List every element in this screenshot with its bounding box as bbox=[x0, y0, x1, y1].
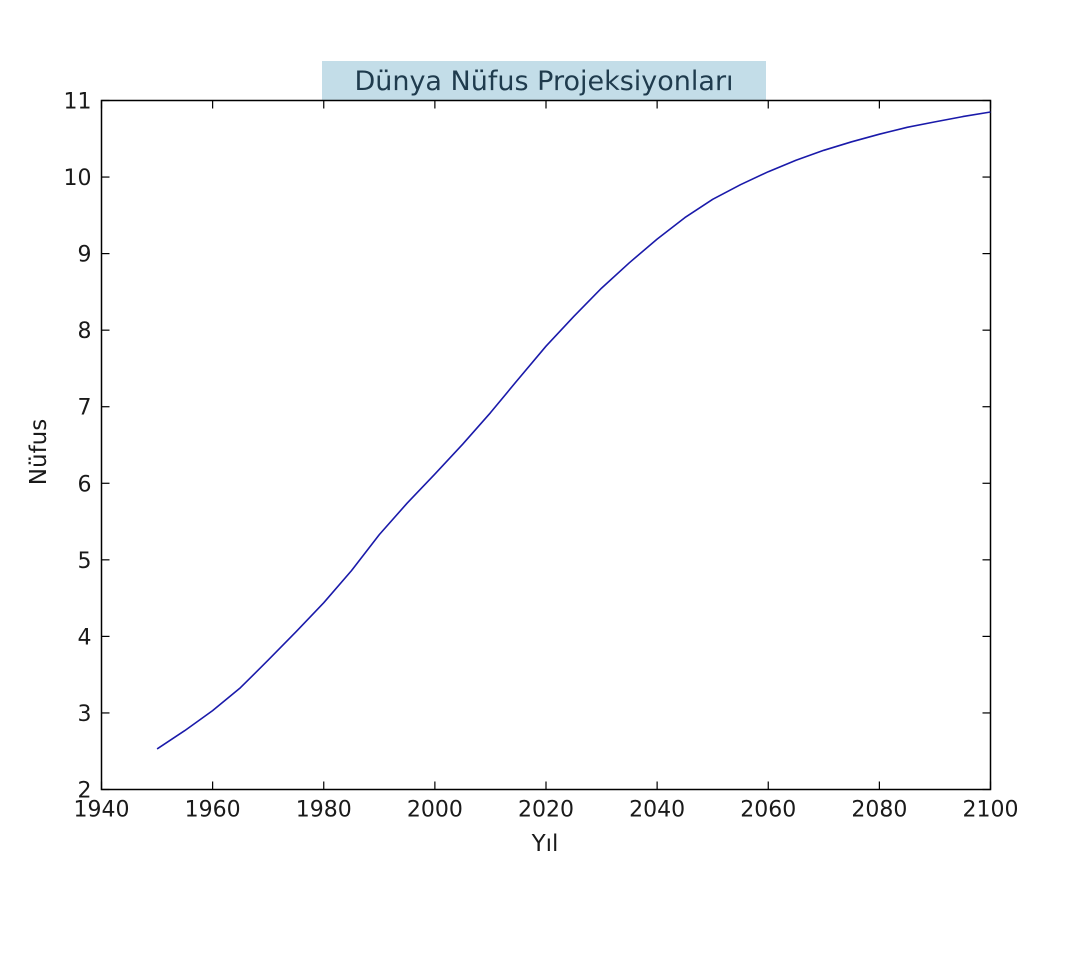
y-tick-label: 2 bbox=[78, 779, 92, 804]
x-tick-label: 1940 bbox=[74, 798, 130, 823]
x-tick-label: 1980 bbox=[296, 798, 352, 823]
y-tick-label: 7 bbox=[78, 396, 92, 421]
y-tick-label: 6 bbox=[78, 472, 92, 497]
y-tick-label: 3 bbox=[78, 702, 92, 727]
x-tick-label: 2080 bbox=[851, 798, 907, 823]
x-tick-label: 2020 bbox=[518, 798, 574, 823]
chart-title-background bbox=[322, 61, 766, 100]
y-tick-label: 10 bbox=[64, 166, 92, 191]
x-tick-label: 1960 bbox=[185, 798, 241, 823]
x-tick-label: 2040 bbox=[629, 798, 685, 823]
y-axis: 2 3 4 5 6 7 8 9 10 11 bbox=[64, 90, 991, 804]
chart-title: Dünya Nüfus Projeksiyonları bbox=[354, 66, 733, 97]
y-tick-label: 5 bbox=[78, 549, 92, 574]
y-tick-label: 8 bbox=[78, 319, 92, 344]
series-group bbox=[156, 111, 991, 750]
x-tick-label: 2060 bbox=[740, 798, 796, 823]
x-axis: 1940 1960 1980 2000 2020 2040 2060 2080 2100 bbox=[74, 100, 1019, 823]
x-tick-label: 2000 bbox=[407, 798, 463, 823]
y-axis-label: Nüfus bbox=[26, 419, 52, 485]
series-line bbox=[156, 111, 991, 750]
x-tick-label: 2100 bbox=[963, 798, 1019, 823]
x-axis-label: Yıl bbox=[531, 831, 559, 857]
y-tick-label: 4 bbox=[78, 625, 92, 650]
y-tick-label: 9 bbox=[78, 243, 92, 268]
y-tick-label: 11 bbox=[64, 90, 92, 115]
chart-title-group: Dünya Nüfus Projeksiyonları bbox=[322, 61, 766, 100]
